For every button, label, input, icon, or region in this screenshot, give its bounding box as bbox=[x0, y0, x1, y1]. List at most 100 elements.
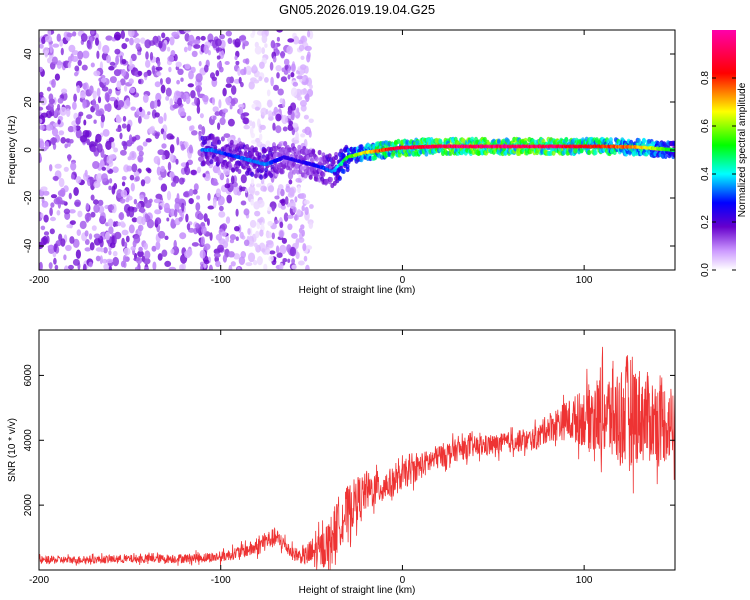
spectrogram-cell bbox=[131, 217, 138, 223]
spectrogram-cell bbox=[311, 149, 316, 155]
spectrogram-cell bbox=[278, 184, 284, 191]
spectrogram-cell bbox=[142, 141, 148, 147]
spectrogram-cell bbox=[292, 139, 300, 144]
spectrogram-cell bbox=[60, 47, 64, 56]
spectrogram-cell bbox=[261, 47, 266, 55]
spectrogram-cell bbox=[57, 119, 61, 125]
spectrogram-cell bbox=[172, 104, 179, 109]
spectrogram-cell bbox=[105, 258, 114, 264]
spectrogram-cell bbox=[252, 64, 257, 71]
spectrogram-cell bbox=[75, 176, 82, 184]
spectrogram-cell bbox=[105, 140, 112, 150]
spectrogram-cell bbox=[223, 133, 231, 139]
spectrogram-cell bbox=[309, 204, 314, 209]
spectrogram-cell bbox=[73, 187, 79, 196]
spectrogram-cell bbox=[193, 183, 199, 191]
spectrogram-cell bbox=[108, 266, 112, 270]
spectrogram-cell bbox=[128, 209, 135, 218]
spectrogram-cell bbox=[52, 175, 59, 181]
spectrogram-cell bbox=[128, 224, 135, 234]
spectrogram-cell bbox=[135, 43, 141, 50]
spectrogram-cell bbox=[265, 109, 269, 115]
spectrogram-cell bbox=[238, 104, 245, 109]
spectrogram-cell bbox=[74, 65, 80, 72]
spectrogram-cell bbox=[177, 68, 184, 76]
spectrogram-cell bbox=[47, 57, 53, 64]
spectrogram-cell bbox=[243, 124, 250, 130]
spectrogram-cell bbox=[284, 64, 289, 70]
spectrogram-cell bbox=[253, 100, 261, 105]
spectrogram-cell bbox=[180, 143, 185, 151]
spectrogram-cell bbox=[269, 61, 274, 71]
spectrogram-cell bbox=[193, 44, 201, 49]
spectrogram-cell bbox=[120, 189, 128, 198]
spectrogram-cells bbox=[39, 30, 675, 270]
colorbar-tick-label: 0.6 bbox=[700, 119, 711, 133]
spectrogram-cell bbox=[52, 43, 60, 48]
spectrogram-cell bbox=[287, 74, 291, 80]
spectrogram-cell bbox=[219, 117, 226, 126]
spectrogram-cell bbox=[266, 89, 271, 97]
spectrogram-cell bbox=[305, 93, 310, 103]
spectrogram-cell bbox=[315, 156, 319, 162]
spectrogram-cell bbox=[185, 96, 191, 105]
spectrogram-cell bbox=[299, 100, 307, 107]
spectrogram-cell bbox=[216, 55, 221, 60]
spectrogram-cell bbox=[103, 247, 108, 254]
spectrogram-cell bbox=[143, 176, 151, 184]
spectrogram-cell bbox=[265, 231, 272, 239]
spectrogram-cell bbox=[188, 198, 194, 205]
spectrogram-cell bbox=[250, 132, 255, 139]
spectrogram-cell bbox=[213, 252, 221, 258]
spectrogram-cell bbox=[230, 98, 236, 107]
spectrogram-cell bbox=[86, 114, 93, 120]
spectrogram-cell bbox=[104, 104, 108, 112]
spectrogram-cell bbox=[123, 247, 131, 256]
spectrogram-cell bbox=[143, 114, 150, 120]
spectrogram-cell bbox=[199, 249, 206, 259]
spectrogram-cell bbox=[672, 140, 675, 147]
spectrogram-cell bbox=[203, 213, 208, 223]
spectrogram-cell bbox=[195, 73, 203, 83]
spectrogram-cell bbox=[144, 213, 149, 220]
spectrogram-cell bbox=[137, 70, 143, 77]
spectrogram-cell bbox=[164, 260, 172, 267]
spectrogram-cell bbox=[211, 76, 217, 82]
colorbar-gradient bbox=[712, 30, 736, 270]
spectrogram-cell bbox=[209, 159, 214, 165]
spectrogram-cell bbox=[160, 183, 168, 192]
spectrogram-cell bbox=[224, 61, 230, 65]
spectrogram-cell bbox=[196, 166, 202, 174]
spectrogram-cell bbox=[300, 64, 307, 70]
spectrogram-cell bbox=[280, 204, 286, 210]
spectrogram-cell bbox=[158, 40, 163, 49]
spectrogram-cell bbox=[72, 31, 77, 37]
spectrogram-cell bbox=[171, 31, 179, 37]
spectrogram-cell bbox=[72, 101, 77, 111]
spectrogram-cell bbox=[256, 256, 263, 266]
spectrogram-cell bbox=[304, 126, 312, 136]
spectrogram-cell bbox=[663, 153, 668, 159]
spectrogram-cell bbox=[181, 202, 185, 212]
spectrogram-cell bbox=[303, 255, 308, 262]
spectrogram-cell bbox=[93, 233, 101, 239]
spectrogram-cell bbox=[608, 137, 613, 143]
spectrogram-cell bbox=[295, 251, 300, 260]
spectrogram-cell bbox=[200, 236, 205, 246]
spectrogram-cell bbox=[245, 262, 253, 267]
spectrogram-cell bbox=[131, 136, 137, 142]
spectrogram-cell bbox=[297, 144, 302, 150]
spectrogram-cell bbox=[275, 65, 282, 72]
spectrogram-cell bbox=[254, 146, 258, 152]
spectrogram-cell bbox=[57, 103, 61, 111]
spectrogram-cell bbox=[339, 148, 344, 154]
spectrogram-cell bbox=[105, 231, 110, 241]
spectrogram-cell bbox=[39, 124, 45, 131]
spectrogram-cell bbox=[180, 77, 184, 82]
spectrogram-cell bbox=[130, 182, 135, 192]
spectrogram-cell bbox=[137, 154, 144, 163]
spectrogram-cell bbox=[97, 199, 104, 207]
spectrogram-cell bbox=[81, 64, 88, 71]
spectrogram-cell bbox=[280, 50, 285, 59]
spectrogram-cell bbox=[294, 196, 298, 203]
